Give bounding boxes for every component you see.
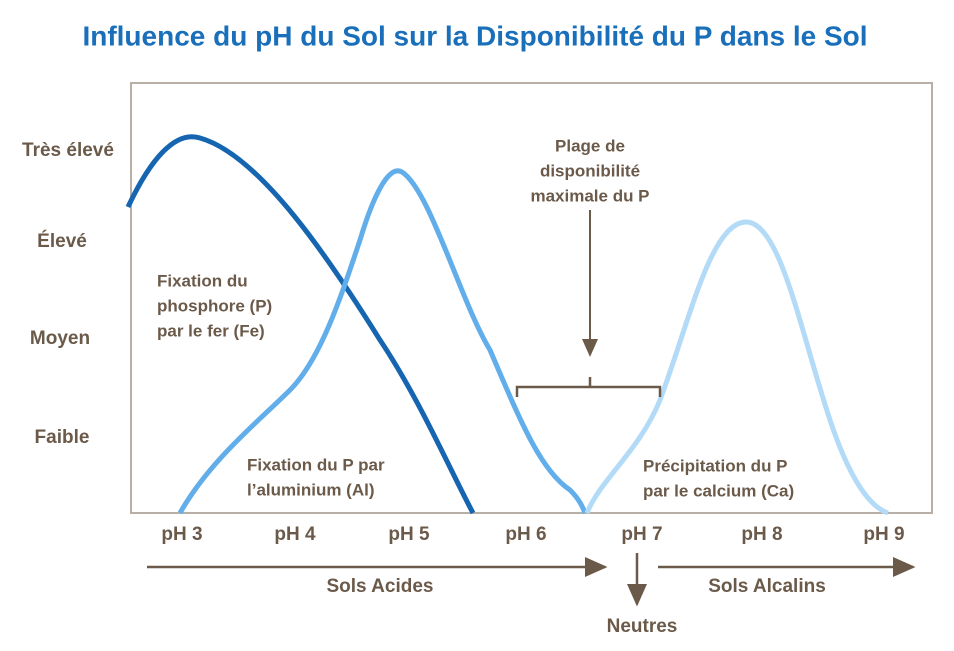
x-label: pH 8 <box>741 524 782 545</box>
calcium-curve <box>584 219 889 516</box>
annotation: Précipitation du P <box>643 456 788 475</box>
x-label: pH 4 <box>274 524 316 545</box>
annotation: Fixation du <box>157 271 248 290</box>
x-label: pH 6 <box>505 524 546 545</box>
range-bracket <box>515 377 662 397</box>
y-level: Élevé <box>37 230 87 252</box>
plot-frame <box>130 82 933 514</box>
zone-label: Sols Acides <box>326 576 433 597</box>
aluminium-curve <box>177 168 588 515</box>
annotation: Plage de <box>555 136 625 155</box>
x-label: pH 3 <box>161 524 202 545</box>
y-level: Faible <box>35 427 90 448</box>
x-label: pH 7 <box>621 524 662 545</box>
annotation: Fixation du P par <box>247 455 385 474</box>
annotation: l’aluminium (Al) <box>247 480 375 499</box>
annotation: par le calcium (Ca) <box>643 481 794 500</box>
iron-curve <box>125 134 476 515</box>
y-level: Très élevé <box>22 140 114 161</box>
x-label: pH 9 <box>863 524 904 545</box>
zone-label: Sols Alcalins <box>708 576 826 597</box>
annotation: phosphore (P) <box>157 296 272 315</box>
y-level: Moyen <box>30 328 90 349</box>
zone-label: Neutres <box>607 616 678 637</box>
annotation: disponibilité <box>540 161 640 180</box>
annotation: maximale du P <box>530 186 649 205</box>
title: Influence du pH du Sol sur la Disponibil… <box>82 20 867 51</box>
annotation: par le fer (Fe) <box>157 321 265 340</box>
x-label: pH 5 <box>388 524 430 545</box>
